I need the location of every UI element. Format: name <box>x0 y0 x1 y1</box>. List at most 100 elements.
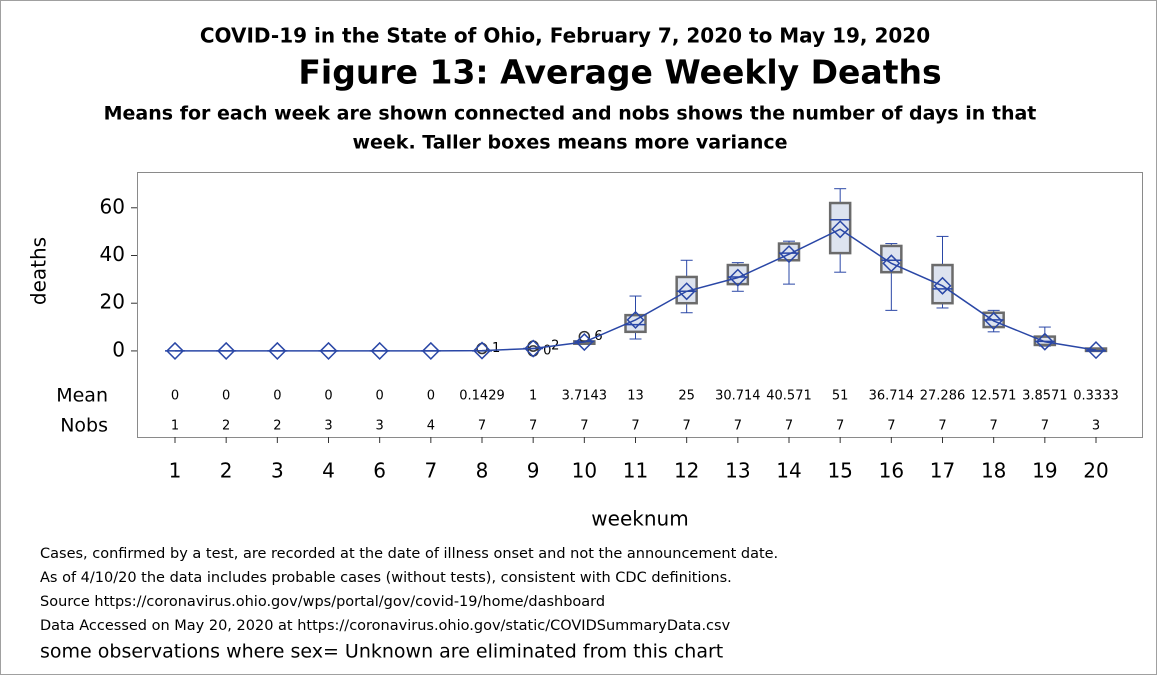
mean-label: 0 <box>427 389 435 404</box>
x-axis-label: weeknum <box>591 507 688 531</box>
box <box>675 275 698 305</box>
nobs-label: 7 <box>478 419 486 434</box>
mean-marker <box>421 341 440 360</box>
mean-marker <box>370 341 389 360</box>
nobs-label: 1 <box>171 419 179 434</box>
nobs-label: 7 <box>734 419 742 434</box>
outlier-label: 1 <box>492 341 500 356</box>
y-axis-label: deaths <box>27 237 51 305</box>
nobs-label: 3 <box>376 419 384 434</box>
x-tick-label: 1 <box>169 459 182 483</box>
x-tick-label: 20 <box>1083 459 1108 483</box>
nobs-label: 7 <box>990 419 998 434</box>
mean-label: 51 <box>832 389 849 404</box>
outlier-label: 0 <box>543 343 551 358</box>
x-tick-label: 12 <box>674 459 699 483</box>
footnote: Data Accessed on May 20, 2020 at https:/… <box>40 618 731 634</box>
footnote: Cases, confirmed by a test, are recorded… <box>40 546 778 562</box>
x-tick-label: 9 <box>527 459 540 483</box>
mean-marker <box>677 282 696 301</box>
nobs-label: 7 <box>938 419 946 434</box>
mean-line <box>175 228 1097 352</box>
mean-label: 0.1429 <box>459 389 505 404</box>
mean-marker <box>626 310 645 329</box>
mean-marker <box>933 276 952 295</box>
mean-marker <box>165 341 185 360</box>
mean-label: 30.714 <box>715 389 761 404</box>
x-tick-label: 10 <box>572 459 597 483</box>
subtitle: week. Taller boxes means more variance <box>352 132 787 154</box>
row-label: Mean <box>56 385 108 407</box>
mean-marker <box>882 254 901 273</box>
mean-label: 13 <box>627 389 644 404</box>
nobs-label: 7 <box>836 419 844 434</box>
plot-frame <box>137 172 1143 438</box>
x-tick-label: 18 <box>981 459 1006 483</box>
x-tick-label: 11 <box>623 459 648 483</box>
mean-marker <box>984 311 1003 330</box>
mean-label: 0.3333 <box>1073 389 1119 404</box>
y-tick-label: 40 <box>100 242 125 266</box>
mean-label: 0 <box>273 389 281 404</box>
mean-marker <box>472 341 492 360</box>
y-tick-label: 20 <box>100 290 125 314</box>
nobs-label: 7 <box>1041 419 1049 434</box>
footnote: Source https://coronavirus.ohio.gov/wps/… <box>40 594 605 610</box>
mean-label: 27.286 <box>920 389 966 404</box>
row-label: Nobs <box>60 415 108 437</box>
nobs-label: 7 <box>683 419 691 434</box>
mean-label: 0 <box>324 389 332 404</box>
mean-marker <box>524 339 543 358</box>
footnote: some observations where sex= Unknown are… <box>40 641 723 663</box>
nobs-label: 3 <box>1092 419 1100 434</box>
nobs-label: 7 <box>631 419 639 434</box>
y-tick-label: 60 <box>100 194 125 218</box>
nobs-label: 7 <box>887 419 895 434</box>
subtitle: Means for each week are shown connected … <box>104 103 1037 125</box>
nobs-label: 2 <box>273 419 281 434</box>
mean-marker <box>217 341 236 360</box>
x-tick-label: 3 <box>271 459 284 483</box>
nobs-label: 7 <box>785 419 793 434</box>
y-tick-label: 0 <box>112 337 125 361</box>
nobs-label: 4 <box>427 419 435 434</box>
x-tick-label: 8 <box>476 459 489 483</box>
mean-marker <box>831 220 850 239</box>
nobs-label: 2 <box>222 419 230 434</box>
nobs-label: 3 <box>324 419 332 434</box>
mean-label: 0 <box>171 389 179 404</box>
box <box>931 263 954 305</box>
mean-marker <box>575 332 594 352</box>
x-tick-label: 6 <box>373 459 386 483</box>
x-tick-label: 13 <box>725 459 750 483</box>
supertitle: COVID-19 in the State of Ohio, February … <box>200 24 930 48</box>
mean-label: 0 <box>376 389 384 404</box>
mean-label: 0 <box>222 389 230 404</box>
x-tick-label: 17 <box>930 459 955 483</box>
nobs-label: 7 <box>580 419 588 434</box>
footnote: As of 4/10/20 the data includes probable… <box>40 570 732 586</box>
mean-marker <box>1035 332 1054 351</box>
mean-label: 36.714 <box>869 389 915 404</box>
x-tick-label: 16 <box>879 459 904 483</box>
x-tick-label: 15 <box>827 459 852 483</box>
mean-label: 3.7143 <box>562 389 608 404</box>
mean-label: 1 <box>529 389 537 404</box>
nobs-label: 7 <box>529 419 537 434</box>
x-tick-label: 2 <box>220 459 233 483</box>
mean-marker <box>319 341 338 360</box>
x-tick-label: 7 <box>424 459 437 483</box>
x-tick-label: 19 <box>1032 459 1057 483</box>
mean-label: 25 <box>678 389 695 404</box>
box <box>828 201 852 255</box>
mean-label: 40.571 <box>766 389 812 404</box>
mean-label: 3.8571 <box>1022 389 1068 404</box>
mean-marker <box>728 268 747 287</box>
mean-marker <box>779 245 799 264</box>
mean-marker <box>268 341 287 360</box>
x-tick-label: 4 <box>322 459 335 483</box>
chart-title: Figure 13: Average Weekly Deaths <box>298 53 941 92</box>
